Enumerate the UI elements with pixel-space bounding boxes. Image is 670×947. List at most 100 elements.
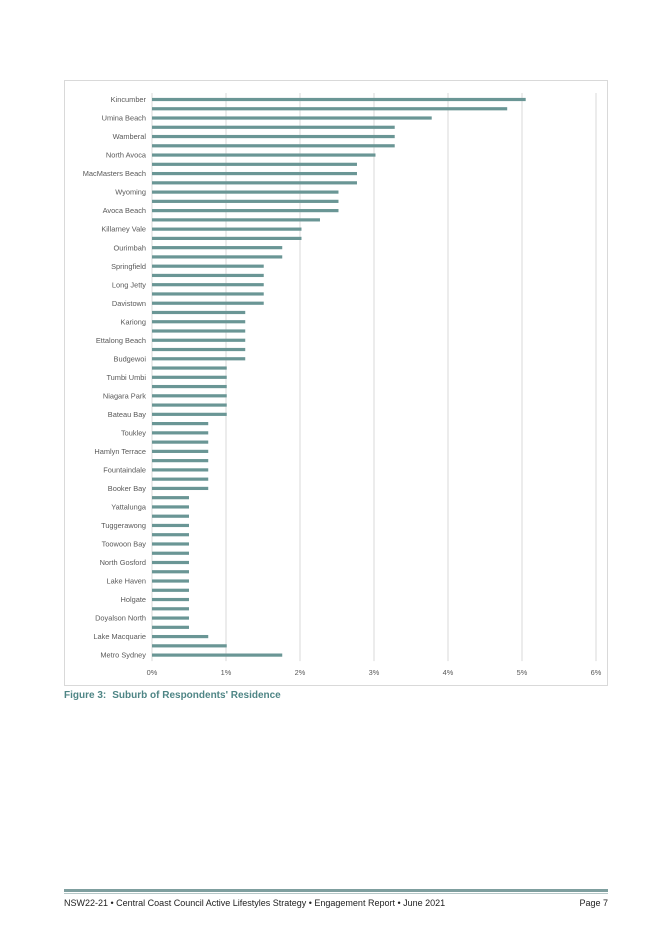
bar xyxy=(152,625,189,629)
category-label: Yattalunga xyxy=(111,503,147,512)
footer-rule xyxy=(64,889,608,892)
bar xyxy=(152,227,302,231)
x-tick-label: 0% xyxy=(147,668,158,677)
bar xyxy=(152,107,508,111)
page-number: Page 7 xyxy=(579,898,608,908)
category-label: Toowoon Bay xyxy=(102,540,147,549)
chart-frame: Kincumber Umina Beach Wamberal North Avoca M… xyxy=(64,80,608,686)
bar xyxy=(152,422,209,426)
bar xyxy=(152,440,209,444)
category-label: Umina Beach xyxy=(102,114,146,123)
bar xyxy=(152,255,283,259)
bar xyxy=(152,209,339,213)
category-label: Kincumber xyxy=(111,95,147,104)
bar xyxy=(152,347,246,352)
category-label: Wamberal xyxy=(113,132,147,141)
bar xyxy=(152,218,320,222)
bar xyxy=(152,116,432,120)
bar xyxy=(152,634,209,639)
bar xyxy=(152,551,189,555)
figure-title: Suburb of Respondents' Residence xyxy=(112,690,281,701)
bar xyxy=(152,403,227,407)
bar xyxy=(152,579,189,583)
bar xyxy=(152,273,264,278)
bar xyxy=(152,570,189,574)
category-label: Bateau Bay xyxy=(108,410,147,419)
category-label: Wyoming xyxy=(115,188,146,197)
bar xyxy=(152,329,246,333)
bar xyxy=(152,412,227,416)
bar xyxy=(152,459,209,463)
bar xyxy=(152,477,209,481)
bar xyxy=(152,338,246,342)
bar xyxy=(152,431,209,435)
x-tick-label: 5% xyxy=(517,668,528,677)
bar xyxy=(152,375,227,379)
category-label: Long Jetty xyxy=(112,280,146,289)
category-label: Fountaindale xyxy=(103,466,146,475)
bar xyxy=(152,125,395,129)
category-label: Kariong xyxy=(121,317,146,326)
x-tick-label: 3% xyxy=(369,668,380,677)
bar xyxy=(152,153,376,157)
bar xyxy=(152,310,246,315)
bar xyxy=(152,190,339,194)
category-label: Tuggerawong xyxy=(101,521,146,530)
bar xyxy=(152,162,357,166)
bar xyxy=(152,533,189,537)
category-label: Doyalson North xyxy=(95,614,146,623)
bar xyxy=(152,292,264,296)
bar xyxy=(152,486,209,491)
bar xyxy=(152,607,189,611)
bar xyxy=(152,134,395,139)
bar xyxy=(152,523,189,528)
category-label: North Gosford xyxy=(100,558,146,567)
category-label: Davistown xyxy=(112,299,146,308)
category-label: Toukley xyxy=(121,428,146,437)
bar xyxy=(152,144,395,148)
x-tick-label: 1% xyxy=(221,668,232,677)
category-label: Budgewoi xyxy=(114,354,147,363)
category-label: MacMasters Beach xyxy=(83,169,146,178)
bar xyxy=(152,653,283,657)
category-label: Killarney Vale xyxy=(101,225,146,234)
bar xyxy=(152,588,189,592)
category-label: Avoca Beach xyxy=(103,206,146,215)
footer-text: NSW22-21 • Central Coast Council Active … xyxy=(64,898,446,908)
category-label: Lake Haven xyxy=(107,577,146,586)
bar xyxy=(152,236,302,240)
bar xyxy=(152,199,339,203)
category-label: Hamlyn Terrace xyxy=(94,447,146,456)
figure-label: Figure 3: xyxy=(64,690,107,701)
category-label: Springfield xyxy=(111,262,146,271)
bar xyxy=(152,301,264,305)
bar xyxy=(152,283,264,287)
category-label: North Avoca xyxy=(106,151,147,160)
category-label: Lake Macquarie xyxy=(93,632,146,641)
bar xyxy=(152,394,227,398)
bar xyxy=(152,357,246,361)
bar xyxy=(152,468,209,472)
bar xyxy=(152,171,357,176)
bar xyxy=(152,264,264,268)
category-label: Ourimbah xyxy=(114,243,146,252)
category-label: Niagara Park xyxy=(103,391,146,400)
bar xyxy=(152,246,283,250)
bar xyxy=(152,97,526,102)
category-label: Metro Sydney xyxy=(100,651,146,660)
category-label: Tumbi Umbi xyxy=(106,373,146,382)
bar xyxy=(152,496,189,500)
bar xyxy=(152,384,227,389)
x-tick-label: 2% xyxy=(295,668,306,677)
bar xyxy=(152,644,227,648)
figure-caption: Figure 3: Suburb of Respondents' Residenc… xyxy=(64,690,287,701)
bar xyxy=(152,181,357,185)
bar xyxy=(152,616,189,620)
x-tick-label: 6% xyxy=(591,668,602,677)
bar xyxy=(152,505,189,509)
bar xyxy=(152,514,189,518)
bar xyxy=(152,449,209,453)
bar xyxy=(152,560,189,565)
bar-chart: Kincumber Umina Beach Wamberal North Avoca M… xyxy=(83,93,602,677)
bar xyxy=(152,366,227,370)
